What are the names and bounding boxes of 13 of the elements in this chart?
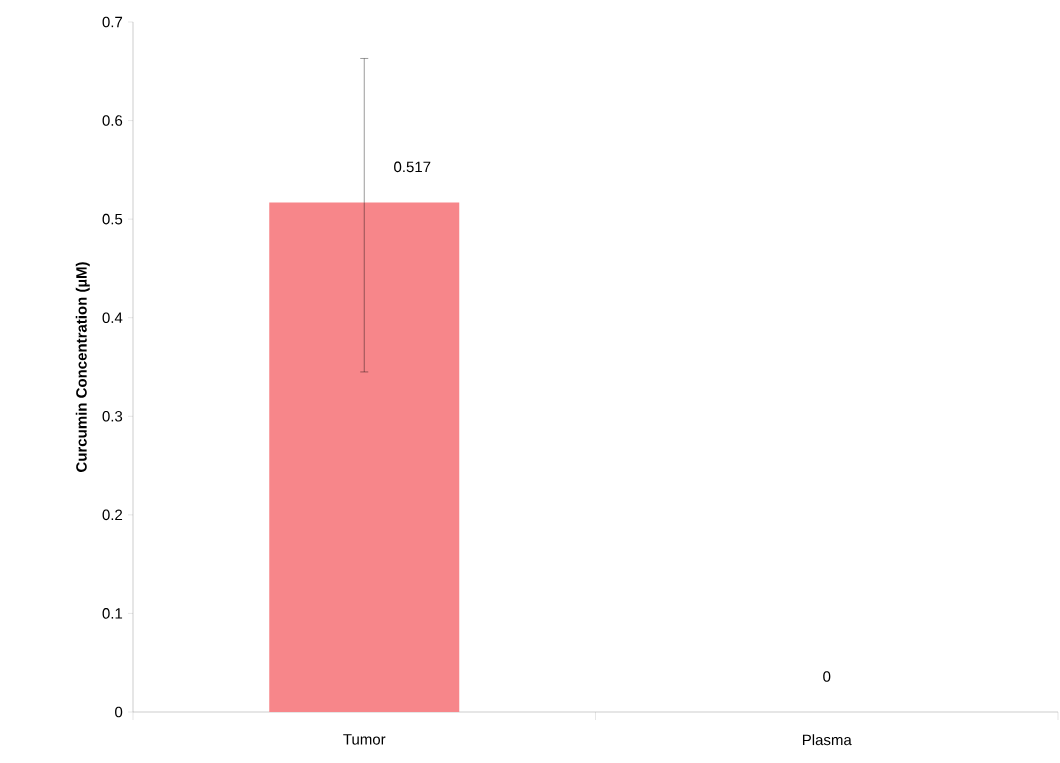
y-tick-label: 0.7 bbox=[102, 16, 123, 28]
y-tick-label: 0.1 bbox=[102, 608, 123, 619]
data-label: 0.517 bbox=[394, 161, 431, 173]
y-tick-label: 0.3 bbox=[102, 410, 123, 422]
y-axis-title: Curcumin Concentration (µM) bbox=[75, 262, 90, 472]
y-tick-label: 0.5 bbox=[102, 213, 123, 225]
y-tick-label: 0 bbox=[115, 706, 123, 718]
x-tick-label: Plasma bbox=[802, 734, 852, 746]
data-label: 0 bbox=[823, 671, 831, 682]
y-tick-label: 0.4 bbox=[102, 312, 123, 324]
y-tick-label: 0.6 bbox=[102, 115, 123, 126]
y-tick-label: 0.2 bbox=[102, 509, 123, 521]
x-tick-label: Tumor bbox=[343, 734, 386, 745]
